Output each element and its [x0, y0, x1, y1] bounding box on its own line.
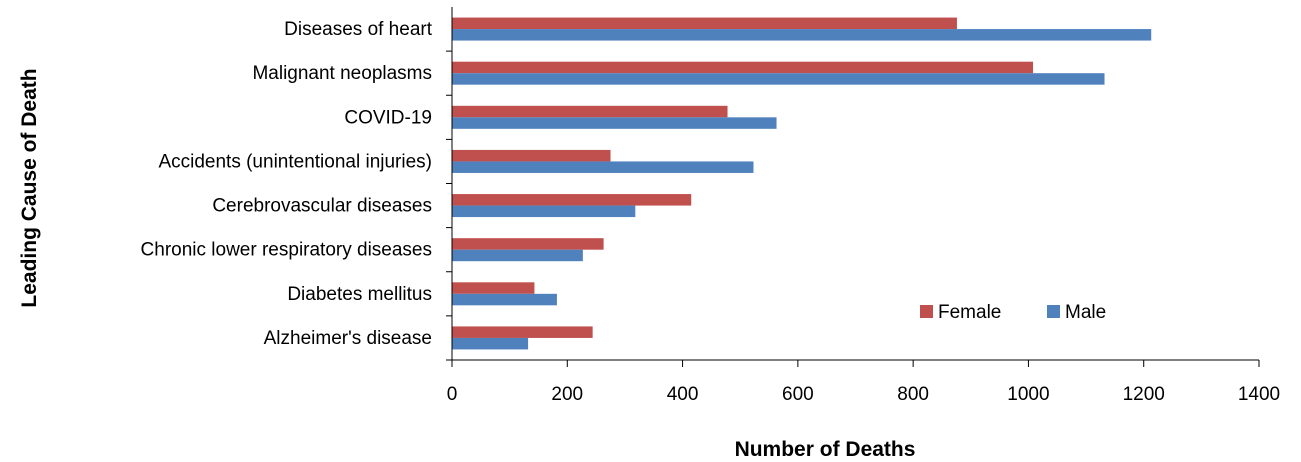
legend-swatch-female — [920, 305, 933, 318]
bar-male — [452, 117, 777, 129]
category-labels: Diseases of heart Malignant neoplasms COVI… — [141, 19, 433, 349]
bar-female — [452, 282, 535, 294]
category-label: Alzheimer's disease — [264, 328, 432, 349]
category-label: Diabetes mellitus — [287, 284, 432, 305]
bar-male — [452, 293, 557, 306]
bar-male — [452, 249, 583, 262]
axes: 0 200 400 600 800 1000 1200 1400 — [446, 7, 1280, 405]
x-axis-title: Number of Deaths — [735, 438, 916, 461]
category-label: Cerebrovascular diseases — [212, 196, 432, 217]
x-tick-label: 0 — [447, 384, 458, 405]
legend-label-female: Female — [938, 302, 1001, 323]
bars — [452, 17, 1152, 350]
bar-female — [452, 105, 728, 118]
category-label: Accidents (unintentional injuries) — [158, 151, 432, 172]
legend-swatch-male — [1047, 305, 1060, 318]
bar-female — [452, 61, 1034, 74]
bar-male — [452, 205, 636, 218]
x-tick-label: 1400 — [1238, 384, 1280, 405]
category-label: Diseases of heart — [284, 19, 433, 40]
legend: Female Male — [920, 302, 1106, 323]
x-tick-label: 800 — [897, 384, 929, 405]
x-tick-label: 600 — [782, 384, 814, 405]
x-tick-label: 1200 — [1123, 384, 1165, 405]
x-tick-label: 200 — [551, 384, 583, 405]
category-label: Chronic lower respiratory diseases — [141, 240, 432, 261]
bar-female — [452, 149, 611, 162]
y-axis-title: Leading Cause of Death — [18, 68, 41, 307]
bar-female — [452, 238, 604, 250]
bar-female — [452, 17, 957, 30]
x-tick-label: 1000 — [1007, 384, 1049, 405]
bar-male — [452, 29, 1152, 41]
bar-female — [452, 326, 593, 338]
x-tick-label: 400 — [667, 384, 699, 405]
category-label: COVID-19 — [344, 107, 432, 128]
legend-label-male: Male — [1065, 302, 1106, 323]
category-label: Malignant neoplasms — [252, 63, 432, 84]
bar-female — [452, 194, 692, 206]
bar-male — [452, 73, 1105, 85]
bar-male — [452, 337, 529, 350]
bar-male — [452, 161, 754, 173]
